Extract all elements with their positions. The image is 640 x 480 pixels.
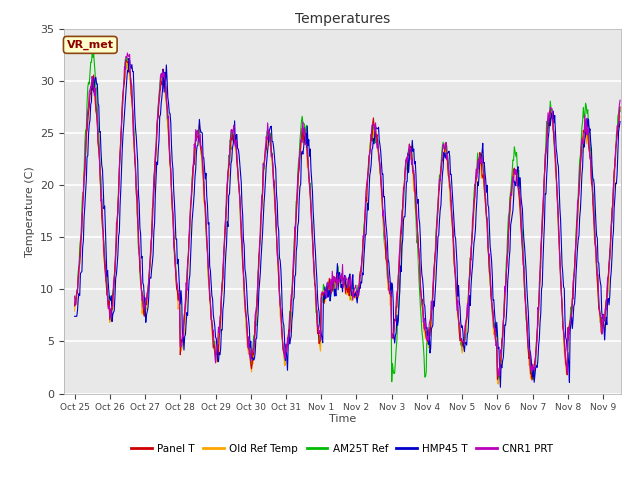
Text: VR_met: VR_met (67, 40, 114, 50)
Legend: Panel T, Old Ref Temp, AM25T Ref, HMP45 T, CNR1 PRT: Panel T, Old Ref Temp, AM25T Ref, HMP45 … (127, 439, 557, 458)
X-axis label: Time: Time (329, 414, 356, 424)
Title: Temperatures: Temperatures (295, 12, 390, 26)
Y-axis label: Temperature (C): Temperature (C) (24, 166, 35, 257)
